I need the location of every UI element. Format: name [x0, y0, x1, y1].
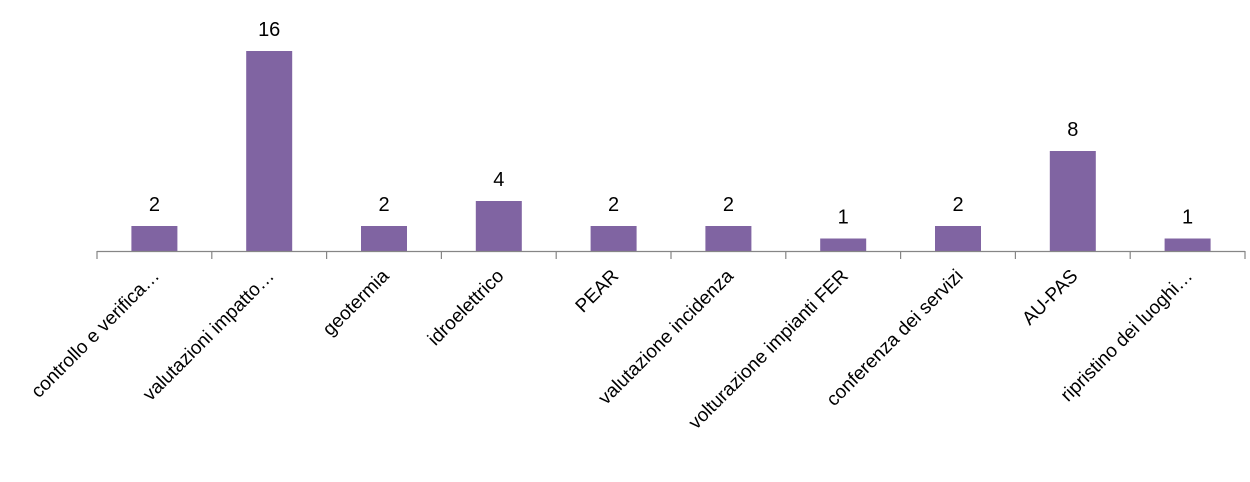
data-label-4: 4 — [493, 169, 504, 191]
x-tick-label-4: idroelettrico — [424, 266, 508, 350]
x-axis — [96, 250, 1246, 259]
data-label-1: 2 — [149, 194, 160, 216]
bar-2 — [246, 51, 293, 251]
bar-8 — [935, 226, 981, 251]
bar-5 — [590, 226, 637, 251]
x-tick-label-2: valutazioni impatto… — [139, 266, 279, 406]
data-label-7: 1 — [838, 207, 849, 229]
data-label-5: 2 — [608, 194, 619, 216]
x-tick-label-3: geotermia — [319, 265, 394, 340]
bar-1 — [131, 226, 178, 251]
data-label-9: 8 — [1067, 119, 1078, 141]
bar-7 — [820, 238, 867, 251]
bar-9 — [1049, 151, 1096, 251]
x-tick-label-1: controllo e verifica… — [27, 266, 164, 403]
x-tick-labels-group: controllo e verifica…valutazioni impatto… — [27, 265, 1197, 433]
bar-3 — [361, 226, 407, 251]
data-label-2: 16 — [258, 19, 280, 41]
bar-4 — [475, 201, 522, 251]
bar-6 — [705, 226, 752, 251]
x-tick-label-5: PEAR — [572, 266, 623, 317]
data-label-6: 2 — [723, 194, 734, 216]
value-labels-group: 2 16 2 4 2 2 1 2 8 1 — [149, 19, 1193, 229]
data-label-8: 2 — [952, 194, 963, 216]
bar-10 — [1164, 238, 1211, 251]
x-tick-label-9: AU-PAS — [1018, 266, 1082, 330]
data-label-10: 1 — [1182, 207, 1193, 229]
bars-group — [131, 51, 1211, 251]
x-tick-label-10: ripristino dei luoghi… — [1057, 266, 1197, 406]
data-label-3: 2 — [378, 194, 389, 216]
